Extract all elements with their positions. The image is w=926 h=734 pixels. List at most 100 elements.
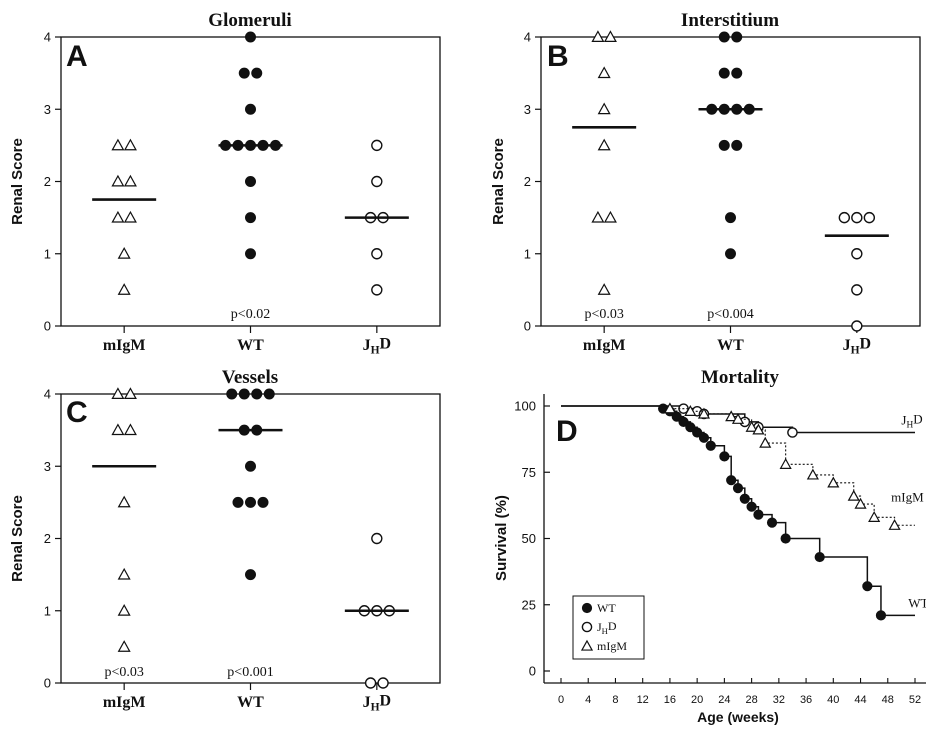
data-point (238, 388, 250, 400)
p-value-label: p<0.03 (104, 665, 143, 680)
data-point (245, 103, 256, 115)
survival-marker (684, 405, 697, 416)
survival-marker (692, 427, 703, 438)
survival-marker (746, 501, 757, 512)
survival-marker (753, 509, 764, 520)
p-value-label: p<0.001 (227, 665, 273, 680)
plot-frame (60, 393, 441, 684)
x-tick-label: 36 (800, 694, 812, 706)
data-point (597, 66, 611, 79)
survival-marker (697, 407, 711, 419)
y-tick-label: 0 (529, 664, 536, 679)
panel-title: Vessels (222, 367, 278, 388)
survival-marker (779, 458, 792, 469)
y-tick-label: 1 (524, 246, 531, 261)
y-tick-label: 0 (44, 676, 51, 691)
data-point (731, 139, 743, 151)
data-point (117, 283, 131, 295)
data-point (851, 284, 863, 296)
survival-marker (888, 518, 901, 530)
survival-marker (827, 476, 840, 488)
category-label: WT (717, 337, 744, 354)
x-tick-label: 0 (558, 694, 564, 706)
x-tick-label: 8 (612, 694, 618, 706)
data-point (123, 174, 137, 187)
panel-title: Interstitium (681, 10, 779, 31)
survival-marker (759, 436, 772, 448)
survival-marker (726, 475, 737, 486)
y-axis-label: Survival (%) (493, 495, 510, 581)
data-point (718, 139, 730, 151)
panel-letter: D (556, 415, 578, 448)
data-point (245, 31, 256, 43)
survival-marker (725, 410, 738, 422)
y-axis-label: Renal Score (490, 138, 507, 225)
survival-marker (705, 440, 716, 451)
plot-frame (540, 36, 921, 327)
data-point (597, 283, 611, 295)
data-point (263, 388, 275, 400)
legend-marker (581, 621, 593, 633)
data-point (603, 210, 617, 223)
y-tick-label: 4 (44, 387, 51, 402)
survival-marker (745, 420, 758, 432)
survival-curve (561, 405, 915, 617)
data-point (238, 67, 250, 79)
data-point (851, 211, 863, 224)
category-label: mIgM (583, 337, 626, 354)
legend-marker (580, 639, 594, 651)
category-label: JHD (363, 693, 392, 714)
curve-end-label: WT (908, 595, 926, 610)
data-point (838, 211, 851, 224)
data-point (371, 139, 383, 152)
x-tick-label: 12 (637, 694, 649, 706)
category-label: mIgM (103, 337, 146, 354)
category-label: WT (237, 694, 264, 711)
data-point (117, 247, 131, 259)
legend-label: WT (597, 601, 616, 615)
survival-marker (854, 497, 867, 509)
y-tick-label: 1 (44, 603, 51, 618)
x-tick-label: 24 (718, 694, 730, 706)
survival-marker (875, 610, 887, 621)
y-axis-label: Renal Score (9, 495, 26, 582)
y-tick-label: 3 (44, 102, 51, 117)
survival-marker (752, 423, 765, 435)
data-point (245, 212, 256, 224)
legend-label: JHD (597, 619, 617, 636)
x-tick-label: 16 (664, 694, 676, 706)
y-tick-label: 2 (44, 531, 51, 546)
panel-a: Glomeruli A Renal Score 0 1 2 3 4 mIgM WT p<0.02 JH… (9, 10, 441, 357)
data-point (597, 102, 611, 115)
y-tick-label: 75 (522, 465, 536, 480)
x-tick-label: 32 (773, 694, 785, 706)
panel-title: Mortality (701, 367, 780, 388)
x-tick-label: 20 (691, 694, 703, 706)
data-point (371, 248, 383, 260)
survival-marker (847, 489, 860, 501)
y-tick-label: 0 (524, 319, 531, 334)
y-tick-label: 4 (524, 30, 531, 45)
y-tick-label: 1 (44, 246, 51, 261)
data-point (123, 210, 137, 223)
y-tick-label: 50 (522, 531, 536, 546)
p-value-label: p<0.03 (584, 307, 623, 322)
survival-marker (739, 493, 750, 504)
data-point (111, 174, 125, 187)
data-point (245, 496, 256, 508)
survival-marker (806, 468, 819, 480)
x-tick-label: 40 (827, 694, 839, 706)
data-point (371, 284, 383, 296)
data-point (251, 388, 263, 400)
survival-marker (780, 533, 791, 544)
survival-marker (663, 402, 677, 414)
survival-marker (685, 422, 696, 433)
data-point (364, 677, 377, 689)
data-point (725, 248, 736, 260)
data-point (123, 423, 137, 436)
x-tick-label: 44 (854, 694, 866, 706)
data-point (245, 176, 256, 187)
data-point (851, 248, 863, 260)
data-point (245, 248, 256, 260)
data-point (718, 67, 730, 79)
